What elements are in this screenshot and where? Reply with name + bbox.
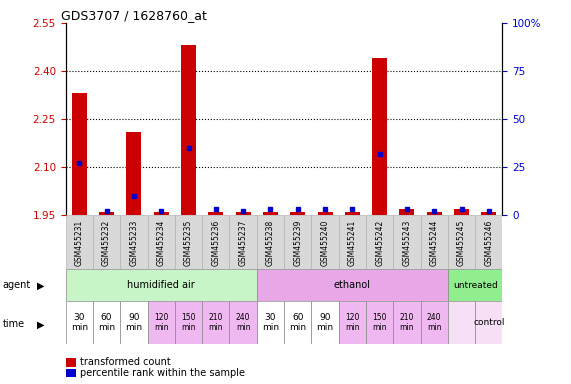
Text: GSM455236: GSM455236 (211, 219, 220, 266)
Bar (448, 301, 475, 344)
Bar (93, 215, 120, 269)
Bar (317, 212, 332, 215)
Bar (66, 369, 76, 377)
Text: agent: agent (3, 280, 31, 290)
Text: GSM455246: GSM455246 (484, 219, 493, 266)
Bar (393, 301, 421, 344)
Bar (147, 215, 175, 269)
Bar (175, 215, 202, 269)
Text: GDS3707 / 1628760_at: GDS3707 / 1628760_at (61, 9, 207, 22)
Bar (393, 215, 421, 269)
Bar (257, 301, 284, 344)
Bar (230, 301, 257, 344)
Bar (421, 215, 448, 269)
Bar (427, 212, 442, 215)
Text: GSM455233: GSM455233 (130, 219, 138, 266)
Bar (311, 215, 339, 269)
Bar (202, 301, 230, 344)
Text: GSM455243: GSM455243 (403, 219, 412, 266)
Bar (93, 301, 120, 344)
Bar (448, 269, 502, 301)
Bar (120, 215, 147, 269)
Bar (202, 215, 230, 269)
Bar (181, 45, 196, 215)
Bar (126, 132, 142, 215)
Text: GSM455232: GSM455232 (102, 219, 111, 266)
Text: GSM455244: GSM455244 (430, 219, 439, 266)
Bar (175, 301, 202, 344)
Bar (366, 301, 393, 344)
Bar (454, 209, 469, 215)
Text: GSM455238: GSM455238 (266, 219, 275, 266)
Text: untreated: untreated (453, 281, 497, 290)
Text: 150
min: 150 min (181, 313, 196, 332)
Text: control: control (473, 318, 505, 327)
Bar (66, 358, 76, 367)
Text: 210
min: 210 min (400, 313, 414, 332)
Bar (263, 212, 278, 215)
Text: 240
min: 240 min (236, 313, 250, 332)
Text: 90
min: 90 min (316, 313, 333, 332)
Text: GSM455235: GSM455235 (184, 219, 193, 266)
Bar (372, 58, 387, 215)
Bar (66, 301, 93, 344)
Text: 240
min: 240 min (427, 313, 441, 332)
Text: percentile rank within the sample: percentile rank within the sample (80, 368, 245, 378)
Bar (284, 301, 311, 344)
Text: 90
min: 90 min (126, 313, 143, 332)
Bar (99, 212, 114, 215)
Text: 30
min: 30 min (262, 313, 279, 332)
Bar (481, 212, 496, 215)
Text: transformed count: transformed count (80, 358, 171, 367)
Text: GSM455245: GSM455245 (457, 219, 466, 266)
Text: GSM455240: GSM455240 (320, 219, 329, 266)
Bar (311, 301, 339, 344)
Bar (448, 215, 475, 269)
Bar (400, 209, 415, 215)
Bar (208, 212, 223, 215)
Bar (475, 301, 502, 344)
Bar (345, 212, 360, 215)
Bar (120, 301, 147, 344)
Bar (475, 215, 502, 269)
Text: ▶: ▶ (37, 280, 45, 290)
Text: GSM455231: GSM455231 (75, 219, 84, 266)
Text: 120
min: 120 min (154, 313, 168, 332)
Text: 150
min: 150 min (372, 313, 387, 332)
Bar (421, 301, 448, 344)
Text: 60
min: 60 min (98, 313, 115, 332)
Text: ▶: ▶ (37, 319, 45, 329)
Bar (236, 212, 251, 215)
Bar (257, 269, 448, 301)
Bar (339, 301, 366, 344)
Bar (339, 215, 366, 269)
Text: GSM455241: GSM455241 (348, 219, 357, 266)
Bar (230, 215, 257, 269)
Bar (72, 93, 87, 215)
Text: time: time (3, 319, 25, 329)
Bar (66, 269, 257, 301)
Bar (147, 301, 175, 344)
Text: 120
min: 120 min (345, 313, 360, 332)
Text: GSM455242: GSM455242 (375, 219, 384, 266)
Text: ethanol: ethanol (334, 280, 371, 290)
Text: GSM455237: GSM455237 (239, 219, 248, 266)
Bar (66, 215, 93, 269)
Bar (284, 215, 311, 269)
Text: GSM455234: GSM455234 (156, 219, 166, 266)
Text: GSM455239: GSM455239 (293, 219, 302, 266)
Text: 30
min: 30 min (71, 313, 88, 332)
Bar (290, 212, 305, 215)
Bar (154, 212, 168, 215)
Text: 210
min: 210 min (208, 313, 223, 332)
Text: humidified air: humidified air (127, 280, 195, 290)
Bar (257, 215, 284, 269)
Bar (366, 215, 393, 269)
Text: 60
min: 60 min (289, 313, 306, 332)
